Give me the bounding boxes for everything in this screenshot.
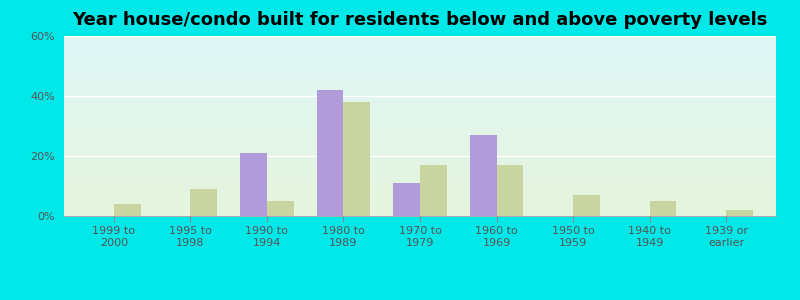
Bar: [726, 210, 753, 216]
Bar: [497, 165, 523, 216]
Bar: [114, 204, 141, 216]
Bar: [394, 183, 420, 216]
Title: Year house/condo built for residents below and above poverty levels: Year house/condo built for residents bel…: [72, 11, 768, 29]
Bar: [343, 102, 370, 216]
Bar: [573, 195, 600, 216]
Bar: [317, 90, 343, 216]
Bar: [190, 189, 217, 216]
Bar: [470, 135, 497, 216]
Bar: [267, 201, 294, 216]
Bar: [420, 165, 446, 216]
Bar: [650, 201, 677, 216]
Bar: [240, 153, 267, 216]
